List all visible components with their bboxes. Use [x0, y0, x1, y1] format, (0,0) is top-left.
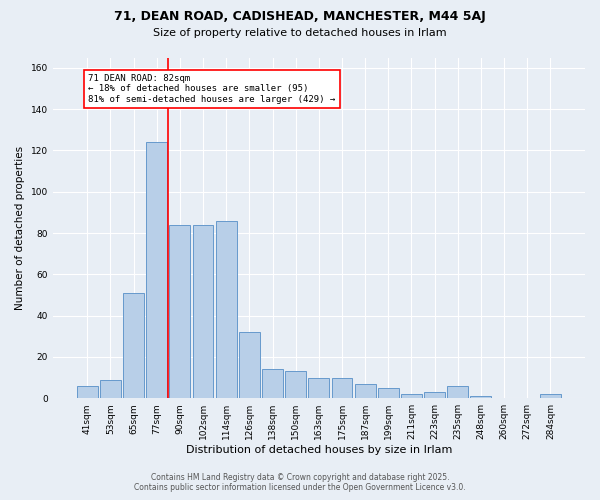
- Bar: [285, 372, 306, 398]
- Bar: [470, 396, 491, 398]
- Bar: [448, 386, 468, 398]
- Bar: [355, 384, 376, 398]
- Text: Size of property relative to detached houses in Irlam: Size of property relative to detached ho…: [153, 28, 447, 38]
- Bar: [146, 142, 167, 398]
- Y-axis label: Number of detached properties: Number of detached properties: [15, 146, 25, 310]
- Bar: [540, 394, 561, 398]
- Bar: [193, 225, 214, 398]
- Bar: [332, 378, 352, 398]
- Bar: [401, 394, 422, 398]
- Bar: [378, 388, 399, 398]
- Bar: [169, 225, 190, 398]
- Bar: [262, 370, 283, 398]
- Bar: [77, 386, 98, 398]
- Bar: [123, 293, 144, 398]
- Bar: [308, 378, 329, 398]
- Bar: [239, 332, 260, 398]
- Text: Contains HM Land Registry data © Crown copyright and database right 2025.
Contai: Contains HM Land Registry data © Crown c…: [134, 473, 466, 492]
- Text: 71, DEAN ROAD, CADISHEAD, MANCHESTER, M44 5AJ: 71, DEAN ROAD, CADISHEAD, MANCHESTER, M4…: [114, 10, 486, 23]
- Bar: [216, 220, 236, 398]
- Bar: [100, 380, 121, 398]
- Bar: [424, 392, 445, 398]
- Text: 71 DEAN ROAD: 82sqm
← 18% of detached houses are smaller (95)
81% of semi-detach: 71 DEAN ROAD: 82sqm ← 18% of detached ho…: [88, 74, 335, 104]
- X-axis label: Distribution of detached houses by size in Irlam: Distribution of detached houses by size …: [185, 445, 452, 455]
